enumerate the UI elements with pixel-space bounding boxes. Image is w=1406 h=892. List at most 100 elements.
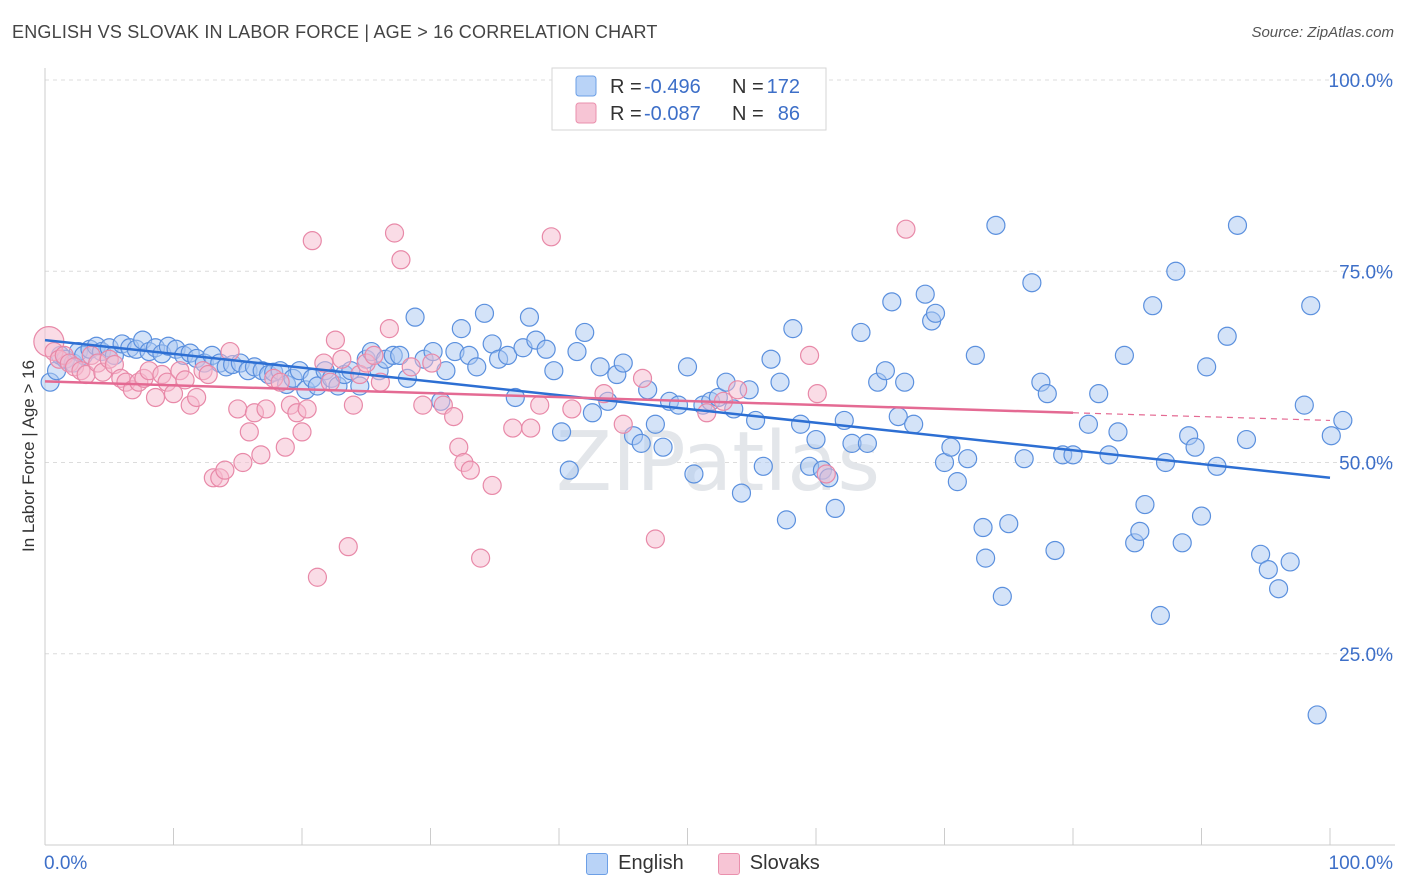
legend-n-value-slovaks: 86 — [778, 103, 800, 125]
english-point-63 — [467, 357, 487, 377]
slovaks-point-58 — [379, 319, 399, 339]
english-point-131 — [986, 215, 1006, 235]
english-point-74 — [551, 422, 572, 442]
slovaks-point-34 — [233, 452, 253, 473]
slovaks-point-31 — [215, 460, 235, 480]
english-point-104 — [783, 319, 803, 339]
bottom-legend: English Slovaks — [0, 852, 1406, 875]
english-point-61 — [451, 319, 471, 339]
english-point-157 — [1197, 357, 1217, 377]
english-point-156 — [1191, 506, 1212, 526]
slovaks-point-62 — [413, 395, 433, 415]
trend-lines — [44, 338, 1331, 480]
legend-n-value-english: 172 — [767, 76, 800, 98]
slovaks-point-41 — [275, 437, 295, 457]
english-point-70 — [519, 307, 540, 327]
english-point-78 — [582, 403, 603, 423]
english-point-169 — [1321, 426, 1341, 446]
english-point-100 — [753, 456, 773, 476]
english-point-97 — [731, 483, 752, 503]
slovaks-point-68 — [460, 460, 480, 480]
legend-swatch-english — [575, 75, 597, 97]
axes — [44, 68, 1395, 846]
legend-n-label-english: N = — [732, 76, 764, 98]
slovaks-point-47 — [307, 567, 328, 587]
y-tick-label-1: 50.0% — [1339, 454, 1393, 475]
y-tick-label-3: 100.0% — [1329, 71, 1394, 92]
english-point-141 — [1078, 414, 1099, 434]
english-point-120 — [904, 414, 924, 434]
slovaks-point-45 — [297, 399, 317, 419]
slovaks-point-50 — [325, 330, 346, 350]
english-point-167 — [1301, 296, 1321, 316]
slovaks-point-75 — [562, 399, 582, 419]
y-axis-label: In Labor Force | Age > 16 — [19, 360, 38, 552]
slovaks-point-51 — [332, 349, 352, 369]
english-point-137 — [1037, 384, 1057, 404]
english-point-166 — [1294, 395, 1314, 415]
english-point-72 — [536, 339, 556, 359]
legend-item-slovaks: Slovaks — [717, 852, 820, 875]
english-point-77 — [575, 322, 595, 343]
slovaks-point-60 — [391, 250, 411, 270]
english-point-75 — [559, 460, 579, 480]
slovaks-point-56 — [364, 345, 384, 365]
slovaks-point-70 — [482, 475, 502, 496]
english-point-126 — [947, 472, 967, 492]
slovaks-point-85 — [816, 464, 836, 484]
chart-source: Source: ZipAtlas.com — [1251, 24, 1394, 41]
english-point-89 — [668, 395, 689, 415]
slovaks-point-61 — [401, 357, 421, 377]
english-point-144 — [1108, 422, 1128, 442]
english-point-86 — [645, 414, 665, 434]
english-trend-line — [44, 338, 1331, 480]
english-point-161 — [1236, 429, 1257, 450]
legend-r-value-slovaks: -0.087 — [644, 103, 701, 125]
slovaks-point-84 — [807, 384, 827, 404]
english-point-84 — [631, 433, 651, 453]
slovaks-point-48 — [314, 353, 334, 373]
slovaks-point-32 — [220, 341, 240, 362]
english-point-148 — [1135, 494, 1155, 515]
slovaks-point-72 — [521, 418, 541, 438]
slovaks-point-53 — [343, 395, 363, 415]
slovaks-point-33 — [228, 399, 248, 419]
english-point-129 — [973, 517, 993, 538]
english-point-128 — [965, 345, 985, 365]
english-point-135 — [1022, 273, 1042, 293]
english-point-76 — [567, 341, 587, 362]
english-point-162 — [1251, 544, 1271, 564]
y-tick-label-2: 75.0% — [1339, 262, 1393, 283]
slovaks-point-82 — [728, 380, 748, 400]
english-point-105 — [790, 414, 811, 434]
slovaks-point-78 — [632, 368, 653, 388]
english-point-91 — [684, 464, 704, 484]
english-point-130 — [976, 548, 996, 568]
english-point-165 — [1280, 552, 1300, 572]
english-point-160 — [1227, 215, 1248, 235]
english-point-153 — [1172, 533, 1192, 553]
english-point-152 — [1166, 261, 1186, 281]
x-tick-label-end: 100.0% — [1329, 853, 1394, 874]
slovaks-point-74 — [541, 227, 561, 247]
english-point-103 — [776, 510, 797, 530]
legend-r-label-slovaks: R = — [610, 103, 642, 125]
slovaks-point-46 — [302, 231, 322, 251]
slovaks-point-44 — [292, 422, 312, 442]
english-point-110 — [825, 498, 845, 518]
slovaks-point-38 — [256, 399, 276, 419]
slovaks-point-77 — [613, 414, 633, 434]
top-legend: R = -0.496 N = 172 R = -0.087 N = 86 — [551, 67, 827, 131]
slovaks-points — [33, 219, 916, 587]
slovaks-point-73 — [530, 395, 550, 415]
chart-title: ENGLISH VS SLOVAK IN LABOR FORCE | AGE >… — [12, 22, 658, 42]
english-point-134 — [1014, 449, 1034, 469]
english-point-123 — [925, 303, 946, 323]
y-tick-label-0: 25.0% — [1339, 645, 1393, 666]
english-point-102 — [770, 372, 790, 392]
legend-swatch-slovaks-bottom — [717, 852, 740, 875]
english-point-90 — [677, 357, 698, 377]
english-point-151 — [1155, 452, 1176, 473]
english-point-73 — [544, 361, 564, 381]
slovaks-point-49 — [320, 372, 340, 392]
